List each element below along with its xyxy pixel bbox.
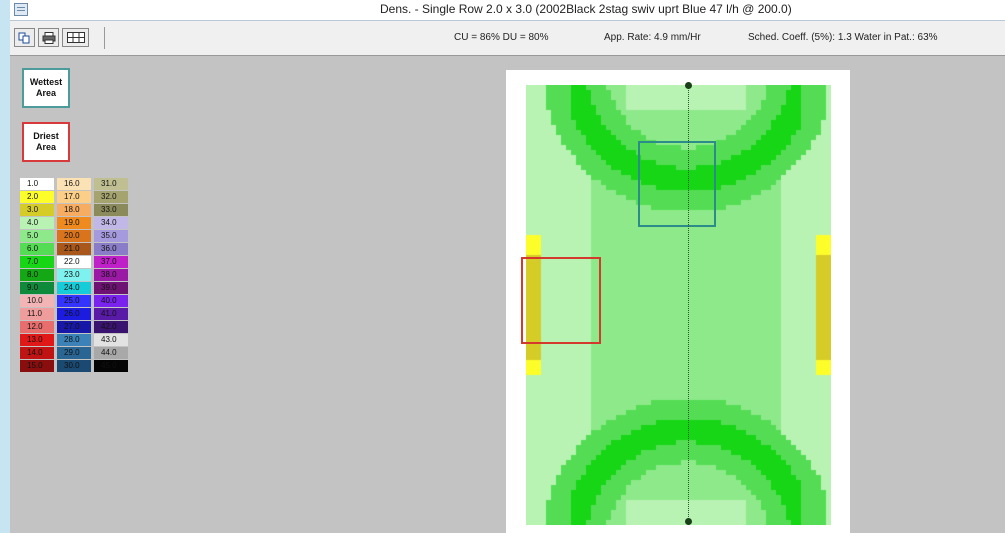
legend-swatch: 2.0 <box>20 191 54 203</box>
legend-swatch: 9.0 <box>20 282 54 294</box>
legend-swatch: 30.0 <box>57 360 91 372</box>
legend-swatch: 39.0 <box>94 282 128 294</box>
app-window-icon[interactable] <box>14 3 28 16</box>
emitter-top <box>685 82 692 89</box>
legend-swatch: 27.0 <box>57 321 91 333</box>
legend-swatch: 19.0 <box>57 217 91 229</box>
window-title: Dens. - Single Row 2.0 x 3.0 (2002Black … <box>380 2 792 16</box>
driest-area-button[interactable]: Driest Area <box>22 122 70 162</box>
printer-icon <box>42 31 55 44</box>
legend-swatch: 11.0 <box>20 308 54 320</box>
legend-swatch: 21.0 <box>57 243 91 255</box>
sched-coeff-stat: Sched. Coeff. (5%): 1.3 Water in Pat.: 6… <box>748 32 938 43</box>
app-rate-stat: App. Rate: 4.9 mm/Hr <box>604 32 701 43</box>
legend-swatch: 5.0 <box>20 230 54 242</box>
legend-swatch: 40.0 <box>94 295 128 307</box>
legend-swatch: 4.0 <box>20 217 54 229</box>
toolbar: CU = 86% DU = 80% App. Rate: 4.9 mm/Hr S… <box>10 21 1005 56</box>
legend-swatch: 31.0 <box>94 178 128 190</box>
print-button[interactable] <box>38 28 59 47</box>
wettest-area-label: Wettest Area <box>29 77 63 98</box>
legend-swatch: 8.0 <box>20 269 54 281</box>
legend-swatch: 13.0 <box>20 334 54 346</box>
legend-swatch: 26.0 <box>57 308 91 320</box>
legend-swatch: 12.0 <box>20 321 54 333</box>
legend-swatch: 14.0 <box>20 347 54 359</box>
legend-swatch: 33.0 <box>94 204 128 216</box>
wettest-area-box <box>638 141 716 227</box>
legend-swatch: 45.0 <box>94 360 128 372</box>
density-window: Dens. - Single Row 2.0 x 3.0 (2002Black … <box>10 0 1005 533</box>
legend-swatch: 22.0 <box>57 256 91 268</box>
legend-swatch: 10.0 <box>20 295 54 307</box>
legend-swatch: 3.0 <box>20 204 54 216</box>
legend-swatch: 1.0 <box>20 178 54 190</box>
driest-area-label: Driest Area <box>33 131 59 152</box>
legend-swatch: 36.0 <box>94 243 128 255</box>
wettest-area-button[interactable]: Wettest Area <box>22 68 70 108</box>
density-heatmap <box>526 85 831 525</box>
legend-swatch: 29.0 <box>57 347 91 359</box>
legend-swatch: 17.0 <box>57 191 91 203</box>
density-plot <box>506 70 850 533</box>
lateral-line <box>688 82 689 525</box>
legend-swatch: 38.0 <box>94 269 128 281</box>
legend-swatch: 44.0 <box>94 347 128 359</box>
legend-swatch: 42.0 <box>94 321 128 333</box>
cu-du-stat: CU = 86% DU = 80% <box>454 32 549 43</box>
emitter-bottom <box>685 518 692 525</box>
title-bar: Dens. - Single Row 2.0 x 3.0 (2002Black … <box>10 0 1005 21</box>
legend-swatch: 18.0 <box>57 204 91 216</box>
copy-button[interactable] <box>14 28 35 47</box>
legend-swatch: 20.0 <box>57 230 91 242</box>
legend-swatch: 34.0 <box>94 217 128 229</box>
legend-swatch: 6.0 <box>20 243 54 255</box>
legend-swatch: 15.0 <box>20 360 54 372</box>
legend-swatch: 7.0 <box>20 256 54 268</box>
legend-swatch: 32.0 <box>94 191 128 203</box>
toolbar-separator <box>104 27 105 49</box>
legend-swatch: 28.0 <box>57 334 91 346</box>
grid-icon <box>66 32 85 43</box>
legend-swatch: 25.0 <box>57 295 91 307</box>
grid-button[interactable] <box>62 28 89 47</box>
legend-swatch: 35.0 <box>94 230 128 242</box>
copy-icon <box>18 32 30 43</box>
driest-area-box <box>521 257 601 344</box>
legend-swatch: 24.0 <box>57 282 91 294</box>
legend-swatch: 37.0 <box>94 256 128 268</box>
legend-swatch: 43.0 <box>94 334 128 346</box>
legend-swatch: 23.0 <box>57 269 91 281</box>
legend-swatch: 41.0 <box>94 308 128 320</box>
legend-swatch: 16.0 <box>57 178 91 190</box>
